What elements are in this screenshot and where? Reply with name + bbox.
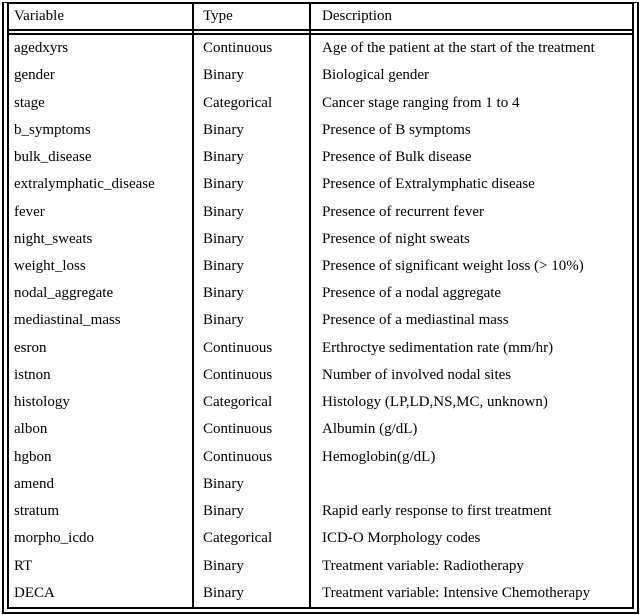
table-header: Variable Type Description bbox=[9, 4, 632, 35]
table-row: esron Continuous Erthroctye sedimentatio… bbox=[9, 335, 632, 362]
type-cell: Binary bbox=[203, 177, 244, 193]
table-row: fever Binary Presence of recurrent fever bbox=[9, 198, 632, 225]
table-row: morpho_icdo Categorical ICD-O Morphology… bbox=[9, 525, 632, 552]
description-cell: Presence of significant weight loss (> 1… bbox=[322, 258, 584, 274]
description-cell: Number of involved nodal sites bbox=[322, 367, 512, 383]
variable-cell: stratum bbox=[14, 504, 59, 520]
type-cell: Binary bbox=[203, 258, 244, 274]
type-cell: Binary bbox=[203, 150, 244, 166]
type-cell: Categorical bbox=[203, 531, 273, 547]
variable-cell: weight_loss bbox=[14, 258, 86, 274]
variable-cell: amend bbox=[14, 476, 54, 492]
variable-cell: extralymphatic_disease bbox=[14, 177, 155, 193]
table-row: mediastinal_mass Binary Presence of a me… bbox=[9, 307, 632, 334]
description-cell: Presence of night sweats bbox=[322, 231, 470, 247]
variable-cell: agedxyrs bbox=[14, 41, 69, 57]
table-row: gender Binary Biological gender bbox=[9, 62, 632, 89]
table-row: DECA Binary Treatment variable: Intensiv… bbox=[9, 580, 632, 607]
type-cell: Binary bbox=[203, 558, 244, 574]
variable-cell: nodal_aggregate bbox=[14, 286, 114, 302]
variable-cell: stage bbox=[14, 95, 45, 111]
type-cell: Binary bbox=[203, 585, 244, 601]
column-header-description: Description bbox=[322, 9, 392, 24]
variable-cell: bulk_disease bbox=[14, 150, 92, 166]
column-separator-2 bbox=[309, 4, 311, 607]
description-cell: Albumin (g/dL) bbox=[322, 422, 418, 438]
column-header-type: Type bbox=[203, 9, 233, 24]
description-cell: Presence of B symptoms bbox=[322, 122, 471, 138]
variable-cell: DECA bbox=[14, 585, 55, 601]
type-cell: Binary bbox=[203, 286, 244, 302]
variable-cell: histology bbox=[14, 395, 70, 411]
description-cell: Presence of a nodal aggregate bbox=[322, 286, 502, 302]
type-cell: Continuous bbox=[203, 422, 273, 438]
variable-cell: esron bbox=[14, 340, 47, 356]
type-cell: Continuous bbox=[203, 367, 273, 383]
table-row: albon Continuous Albumin (g/dL) bbox=[9, 416, 632, 443]
table-row: nodal_aggregate Binary Presence of a nod… bbox=[9, 280, 632, 307]
table-body: agedxyrs Continuous Age of the patient a… bbox=[9, 35, 632, 607]
variable-cell: mediastinal_mass bbox=[14, 313, 121, 329]
description-cell: Rapid early response to first treatment bbox=[322, 504, 552, 520]
description-cell: Cancer stage ranging from 1 to 4 bbox=[322, 95, 520, 111]
column-header-variable: Variable bbox=[14, 9, 64, 24]
type-cell: Categorical bbox=[203, 95, 273, 111]
table-row: stage Categorical Cancer stage ranging f… bbox=[9, 89, 632, 116]
type-cell: Continuous bbox=[203, 340, 273, 356]
table-row: RT Binary Treatment variable: Radiothera… bbox=[9, 552, 632, 579]
table-row: bulk_disease Binary Presence of Bulk dis… bbox=[9, 144, 632, 171]
description-cell: Hemoglobin(g/dL) bbox=[322, 449, 436, 465]
description-cell: Presence of Extralymphatic disease bbox=[322, 177, 535, 193]
table-row: hgbon Continuous Hemoglobin(g/dL) bbox=[9, 444, 632, 471]
variable-cell: b_symptoms bbox=[14, 122, 91, 138]
type-cell: Binary bbox=[203, 313, 244, 329]
description-cell: Presence of recurrent fever bbox=[322, 204, 484, 220]
type-cell: Binary bbox=[203, 231, 244, 247]
variable-cell: night_sweats bbox=[14, 231, 93, 247]
description-cell: Presence of Bulk disease bbox=[322, 150, 472, 166]
description-cell: Biological gender bbox=[322, 68, 430, 84]
description-cell: ICD-O Morphology codes bbox=[322, 531, 481, 547]
type-cell: Binary bbox=[203, 476, 244, 492]
description-cell: Age of the patient at the start of the t… bbox=[322, 41, 595, 57]
variable-cell: gender bbox=[14, 68, 55, 84]
type-cell: Binary bbox=[203, 68, 244, 84]
table-row: amend Binary bbox=[9, 471, 632, 498]
column-separator-1 bbox=[192, 4, 194, 607]
type-cell: Categorical bbox=[203, 395, 273, 411]
variable-cell: fever bbox=[14, 204, 45, 220]
table-row: extralymphatic_disease Binary Presence o… bbox=[9, 171, 632, 198]
variable-cell: RT bbox=[14, 558, 33, 574]
description-cell: Erthroctye sedimentation rate (mm/hr) bbox=[322, 340, 554, 356]
table-row: istnon Continuous Number of involved nod… bbox=[9, 362, 632, 389]
type-cell: Binary bbox=[203, 504, 244, 520]
variable-cell: albon bbox=[14, 422, 48, 438]
table-row: histology Categorical Histology (LP,LD,N… bbox=[9, 389, 632, 416]
type-cell: Binary bbox=[203, 122, 244, 138]
type-cell: Continuous bbox=[203, 449, 273, 465]
variable-cell: istnon bbox=[14, 367, 51, 383]
description-cell: Histology (LP,LD,NS,MC, unknown) bbox=[322, 395, 548, 411]
description-cell: Presence of a mediastinal mass bbox=[322, 313, 509, 329]
table-row: weight_loss Binary Presence of significa… bbox=[9, 253, 632, 280]
table-row: agedxyrs Continuous Age of the patient a… bbox=[9, 35, 632, 62]
type-cell: Binary bbox=[203, 204, 244, 220]
table-row: stratum Binary Rapid early response to f… bbox=[9, 498, 632, 525]
variable-cell: hgbon bbox=[14, 449, 52, 465]
description-cell: Treatment variable: Radiotherapy bbox=[322, 558, 524, 574]
table-row: night_sweats Binary Presence of night sw… bbox=[9, 226, 632, 253]
type-cell: Continuous bbox=[203, 41, 273, 57]
variable-cell: morpho_icdo bbox=[14, 531, 94, 547]
table-row: b_symptoms Binary Presence of B symptoms bbox=[9, 117, 632, 144]
description-cell: Treatment variable: Intensive Chemothera… bbox=[322, 585, 591, 601]
